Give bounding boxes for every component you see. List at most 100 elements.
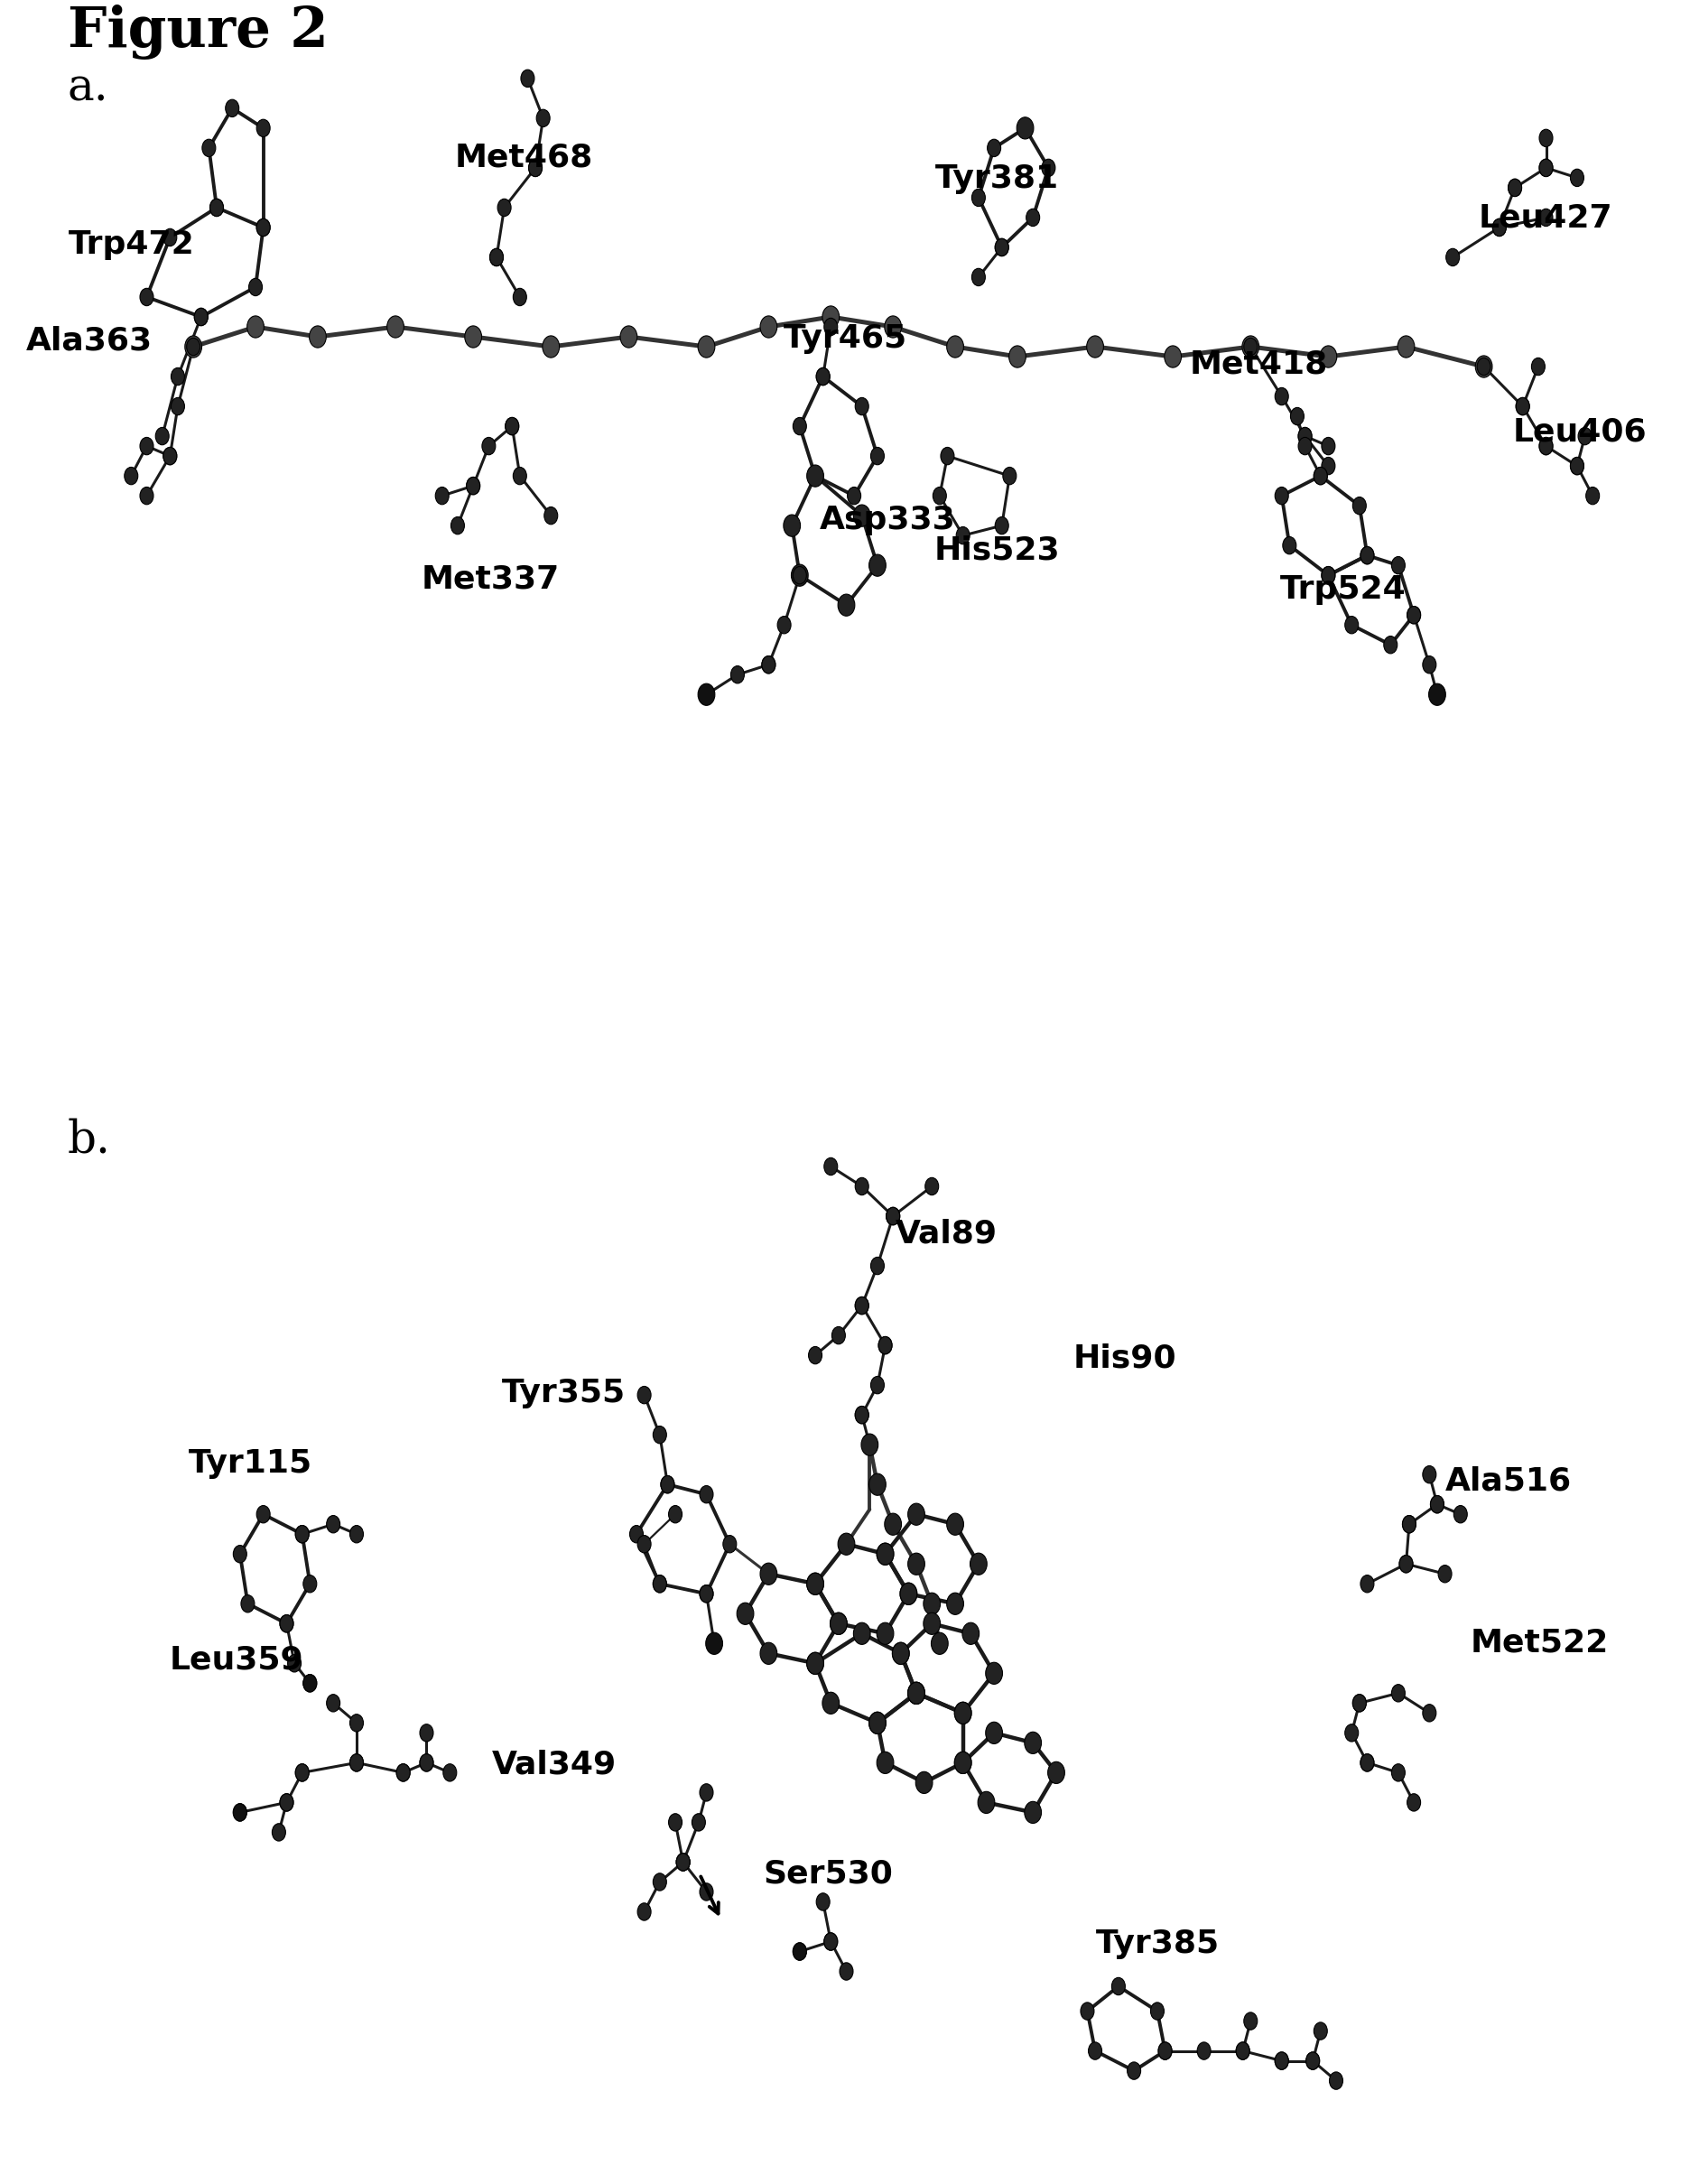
Circle shape	[443, 1765, 456, 1782]
Circle shape	[1540, 159, 1553, 177]
Circle shape	[652, 1575, 666, 1592]
Text: Tyr385: Tyr385	[1095, 1928, 1220, 1959]
Circle shape	[869, 1712, 886, 1734]
Circle shape	[1408, 607, 1421, 625]
Circle shape	[652, 1575, 666, 1592]
Circle shape	[916, 1771, 933, 1793]
Circle shape	[1516, 397, 1529, 415]
Circle shape	[955, 1701, 972, 1723]
Circle shape	[855, 1177, 869, 1195]
Circle shape	[760, 317, 777, 339]
Circle shape	[1026, 210, 1039, 227]
Circle shape	[350, 1754, 363, 1771]
Text: Tyr115: Tyr115	[188, 1448, 313, 1479]
Circle shape	[1088, 2042, 1102, 2060]
Circle shape	[884, 1514, 901, 1535]
Circle shape	[350, 1754, 363, 1771]
Circle shape	[1399, 1555, 1413, 1572]
Circle shape	[233, 1804, 247, 1821]
Circle shape	[1235, 2042, 1249, 2060]
Circle shape	[1313, 2022, 1327, 2040]
Circle shape	[287, 1655, 301, 1673]
Circle shape	[1291, 408, 1305, 426]
Circle shape	[203, 140, 216, 157]
Circle shape	[171, 367, 184, 384]
Circle shape	[816, 1894, 830, 1911]
Text: Leu359: Leu359	[169, 1645, 304, 1675]
Circle shape	[901, 1583, 918, 1605]
Circle shape	[281, 1614, 294, 1631]
Circle shape	[957, 526, 970, 544]
Circle shape	[908, 1682, 924, 1704]
Circle shape	[309, 325, 326, 347]
Circle shape	[419, 1723, 433, 1741]
Circle shape	[637, 1902, 651, 1920]
Circle shape	[281, 1793, 294, 1811]
Text: Trp524: Trp524	[1281, 574, 1406, 605]
Circle shape	[1492, 218, 1506, 236]
Text: Ser530: Ser530	[764, 1859, 892, 1889]
Circle shape	[946, 1592, 963, 1614]
Circle shape	[466, 476, 480, 494]
Circle shape	[723, 1535, 737, 1553]
Circle shape	[869, 1712, 886, 1734]
Circle shape	[700, 686, 713, 703]
Circle shape	[544, 507, 558, 524]
Circle shape	[825, 1158, 838, 1175]
Circle shape	[1306, 2053, 1320, 2070]
Circle shape	[700, 1883, 713, 1900]
Circle shape	[637, 1387, 651, 1404]
Circle shape	[350, 1714, 363, 1732]
Circle shape	[465, 325, 482, 347]
Text: Met468: Met468	[455, 142, 593, 173]
Circle shape	[869, 555, 886, 577]
Circle shape	[946, 336, 963, 358]
Circle shape	[676, 1854, 690, 1872]
Circle shape	[762, 655, 776, 673]
Circle shape	[864, 1437, 877, 1455]
Circle shape	[1516, 397, 1529, 415]
Circle shape	[855, 1297, 869, 1315]
Circle shape	[777, 616, 791, 633]
Circle shape	[908, 1682, 924, 1704]
Circle shape	[784, 515, 801, 537]
Circle shape	[1408, 1793, 1421, 1811]
Circle shape	[529, 159, 542, 177]
Text: His523: His523	[935, 535, 1060, 566]
Circle shape	[877, 1623, 894, 1645]
Circle shape	[652, 1874, 666, 1891]
Circle shape	[853, 505, 870, 526]
Circle shape	[855, 397, 869, 415]
Circle shape	[482, 437, 495, 454]
Circle shape	[1298, 437, 1311, 454]
Circle shape	[171, 397, 184, 415]
Circle shape	[793, 1944, 806, 1961]
Circle shape	[870, 448, 884, 465]
Circle shape	[1298, 428, 1311, 446]
Circle shape	[1360, 1754, 1374, 1771]
Circle shape	[184, 336, 201, 358]
Circle shape	[1578, 428, 1592, 446]
Circle shape	[823, 1693, 840, 1714]
Circle shape	[257, 218, 270, 236]
Circle shape	[1024, 1732, 1041, 1754]
Circle shape	[700, 1586, 713, 1603]
Circle shape	[691, 1813, 705, 1830]
Circle shape	[830, 1612, 847, 1634]
Circle shape	[941, 448, 955, 465]
Circle shape	[806, 1653, 823, 1675]
Circle shape	[210, 199, 223, 216]
Circle shape	[855, 1406, 869, 1424]
Circle shape	[870, 1258, 884, 1275]
Circle shape	[1322, 456, 1335, 474]
Circle shape	[760, 1564, 777, 1586]
Circle shape	[908, 1553, 924, 1575]
Circle shape	[1540, 129, 1553, 146]
Circle shape	[1024, 1802, 1041, 1824]
Circle shape	[924, 1177, 938, 1195]
Text: Val89: Val89	[896, 1219, 997, 1249]
Circle shape	[210, 199, 223, 216]
Circle shape	[397, 1765, 411, 1782]
Circle shape	[257, 120, 270, 138]
Circle shape	[870, 1376, 884, 1393]
